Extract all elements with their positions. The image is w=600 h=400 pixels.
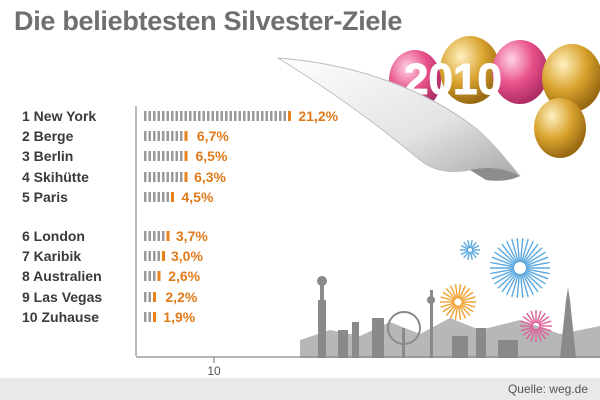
value-label: 3,7% [176,228,208,244]
bars-group: 1 New York 21,2% 2 Berge 6,7% 3 Berlin 6,5% 4 … [22,108,339,325]
bar [144,231,170,241]
value-label: 6,3% [194,169,226,185]
value-label: 4,5% [182,189,214,205]
bar [144,312,156,322]
category-label: 1 New York [22,108,96,124]
bar [144,251,165,261]
value-label: 6,7% [197,128,229,144]
bar [144,111,291,121]
footer-bar: Quelle: weg.de [0,378,600,400]
bar [144,292,156,302]
fireworks-illustration [440,238,552,342]
balloons-illustration: 2010 [277,36,600,181]
value-label: 2,6% [168,268,200,284]
source-credit: Quelle: weg.de [507,382,588,396]
value-label: 3,0% [171,248,203,264]
category-label: 8 Australien [22,268,102,284]
category-label: 7 Karibik [22,248,81,264]
category-label: 9 Las Vegas [22,289,102,305]
chart-title: Die beliebtesten Silvester-Ziele [14,6,403,36]
x-tick-label: 10 [207,364,221,378]
bar [144,131,188,141]
value-label: 2,2% [165,289,197,305]
category-label: 5 Paris [22,189,68,205]
bar [144,151,188,161]
category-label: 2 Berge [22,128,74,144]
balloon-year-text: 2010 [404,55,502,104]
category-label: 6 London [22,228,85,244]
bar [144,192,174,202]
bar [144,172,188,182]
bar [144,271,161,281]
value-label: 21,2% [298,108,338,124]
value-label: 1,9% [163,309,195,325]
category-label: 3 Berlin [22,148,73,164]
skyline-illustration [300,276,600,358]
value-label: 6,5% [196,148,228,164]
category-label: 4 Skihütte [22,169,89,185]
category-label: 10 Zuhause [22,309,99,325]
